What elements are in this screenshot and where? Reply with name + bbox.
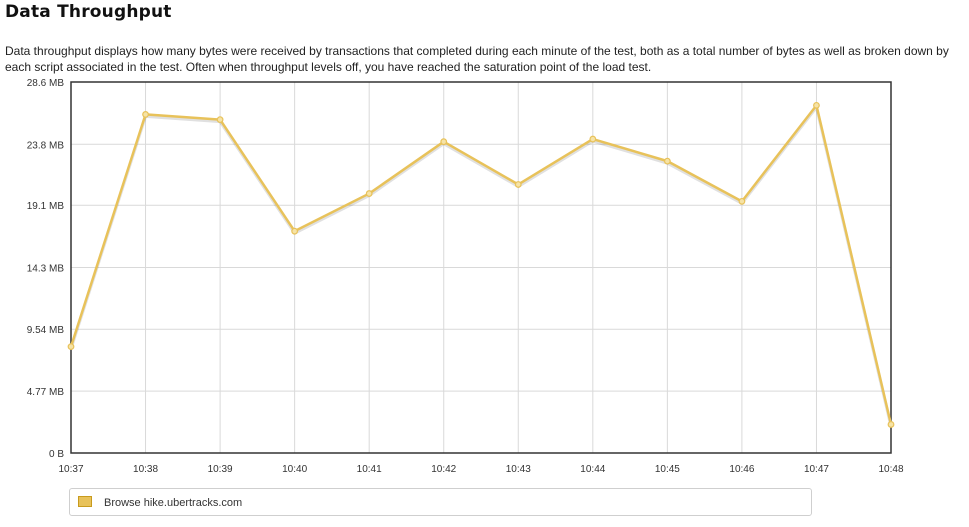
x-tick-label: 10:46 — [729, 464, 754, 475]
data-point — [291, 227, 299, 235]
x-tick-label: 10:48 — [878, 464, 903, 475]
data-point — [589, 135, 597, 143]
data-point — [813, 101, 820, 109]
x-tick-label: 10:43 — [506, 464, 531, 475]
x-tick-label: 10:45 — [655, 464, 680, 475]
x-tick-label: 10:40 — [282, 464, 307, 475]
y-tick-label: 19.1 MB — [27, 201, 65, 212]
x-tick-label: 10:44 — [580, 464, 605, 475]
legend-swatch — [78, 496, 92, 507]
data-point — [142, 111, 149, 118]
x-tick-label: 10:37 — [58, 464, 83, 475]
plot-border — [70, 81, 892, 454]
x-tick-label: 10:38 — [133, 464, 158, 475]
x-tick-label: 10:42 — [431, 464, 456, 475]
page-title: Data Throughput — [5, 2, 172, 22]
legend-series-label: Browse hike.ubertracks.com — [104, 497, 243, 509]
data-point — [663, 157, 671, 165]
data-point — [67, 343, 75, 351]
chart-description: Data throughput displays how many bytes … — [5, 44, 949, 74]
series-line — [69, 104, 893, 426]
data-point — [440, 138, 448, 146]
y-tick-label: 28.6 MB — [27, 78, 65, 89]
data-point — [514, 181, 522, 188]
y-tick-label: 23.8 MB — [27, 140, 65, 151]
data-point — [738, 197, 746, 205]
chart-legend: Browse hike.ubertracks.com — [69, 488, 812, 516]
y-tick-label: 0 B — [49, 449, 64, 460]
x-tick-label: 10:41 — [357, 464, 382, 475]
data-point — [365, 190, 373, 197]
y-tick-label: 4.77 MB — [27, 387, 65, 398]
x-tick-label: 10:39 — [208, 464, 233, 475]
y-tick-label: 14.3 MB — [27, 264, 65, 275]
y-tick-label: 9.54 MB — [27, 325, 65, 336]
data-point — [887, 421, 895, 428]
x-tick-label: 10:47 — [804, 464, 829, 475]
data-point — [216, 116, 224, 124]
